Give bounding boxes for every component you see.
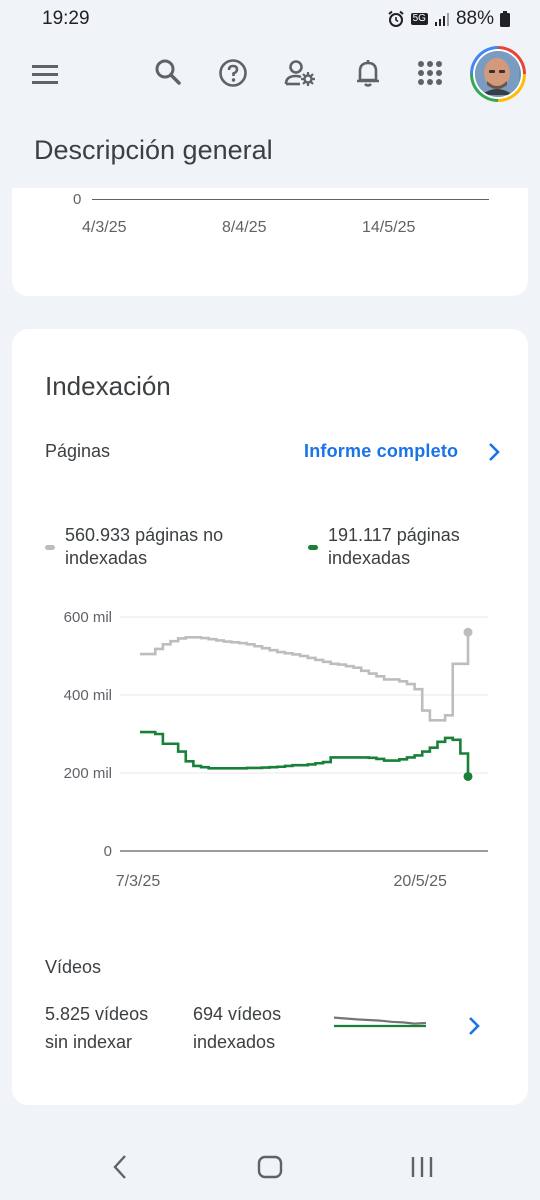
videos-label: Vídeos bbox=[45, 957, 102, 977]
y-tick-label: 0 bbox=[73, 191, 82, 208]
series-endpoint-not-indexed bbox=[463, 627, 473, 637]
status-time: 19:29 bbox=[42, 8, 90, 29]
x-tick-label: 20/5/25 bbox=[394, 873, 447, 890]
legend-indexed: 191.117 páginas indexadas bbox=[328, 525, 460, 568]
notifications-icon[interactable] bbox=[344, 49, 392, 97]
help-icon[interactable] bbox=[209, 49, 257, 97]
menu-icon[interactable] bbox=[21, 50, 69, 98]
overview-chart-card: 0 4/3/25 8/4/25 14/5/25 bbox=[12, 188, 528, 296]
videos-sparkline bbox=[333, 1016, 427, 1028]
chevron-right-icon[interactable] bbox=[484, 441, 504, 463]
indexing-chart: 0 200 mil 400 mil 600 mil 7/3/25 20/5/25 bbox=[64, 609, 488, 890]
series-line-not-indexed bbox=[140, 632, 470, 722]
manage-users-icon[interactable] bbox=[276, 49, 324, 97]
page-title: Descripción general bbox=[34, 135, 273, 165]
videos-not-indexed-label: sin indexar bbox=[45, 1032, 133, 1052]
recent-apps-button[interactable] bbox=[402, 1152, 442, 1182]
battery-percent: 88% bbox=[455, 8, 494, 29]
videos-not-indexed-count: 5.825 vídeos bbox=[45, 1004, 149, 1024]
series-line-indexed bbox=[140, 730, 470, 777]
videos-indexed: 694 vídeos indexados bbox=[193, 1000, 281, 1056]
signal-icon bbox=[434, 13, 449, 26]
status-icons: 5G 88% bbox=[387, 8, 510, 30]
full-report-link[interactable]: Informe completo bbox=[304, 441, 459, 461]
series-endpoint-indexed bbox=[463, 771, 473, 781]
system-nav-bar bbox=[0, 1132, 540, 1200]
videos-indexed-label: indexados bbox=[193, 1032, 276, 1052]
back-button[interactable] bbox=[100, 1152, 140, 1182]
avatar[interactable] bbox=[470, 46, 526, 102]
x-tick-label: 14/5/25 bbox=[362, 219, 416, 236]
network-5g-icon: 5G bbox=[410, 13, 428, 25]
x-axis-line bbox=[92, 199, 489, 200]
app-bar bbox=[0, 36, 540, 112]
card-title: Indexación bbox=[45, 371, 171, 401]
y-tick-label: 0 bbox=[104, 843, 112, 860]
search-icon[interactable] bbox=[144, 48, 192, 96]
sparkline-not-indexed bbox=[333, 1016, 427, 1025]
pages-label: Páginas bbox=[45, 441, 111, 461]
alarm-icon bbox=[387, 10, 404, 27]
home-button[interactable] bbox=[250, 1152, 290, 1182]
apps-grid-icon[interactable] bbox=[406, 49, 454, 97]
indexing-card: Indexación Páginas Informe completo 560.… bbox=[12, 329, 528, 1105]
legend-swatch-not-indexed bbox=[45, 545, 55, 550]
x-tick-label: 7/3/25 bbox=[116, 873, 161, 890]
status-bar: 19:29 5G 88% bbox=[0, 0, 540, 36]
x-tick-label: 4/3/25 bbox=[82, 219, 127, 236]
legend-not-indexed: 560.933 páginas no indexadas bbox=[65, 525, 224, 568]
chevron-right-icon[interactable] bbox=[464, 1015, 484, 1037]
legend-swatch-indexed bbox=[308, 545, 318, 550]
videos-indexed-count: 694 vídeos bbox=[193, 1004, 282, 1024]
y-tick-label: 200 mil bbox=[64, 765, 112, 782]
videos-not-indexed: 5.825 vídeos sin indexar bbox=[45, 1000, 148, 1056]
y-tick-label: 600 mil bbox=[64, 609, 112, 626]
avatar-photo bbox=[475, 51, 521, 97]
y-tick-label: 400 mil bbox=[64, 687, 112, 704]
x-tick-label: 8/4/25 bbox=[222, 219, 267, 236]
battery-icon bbox=[500, 11, 510, 27]
